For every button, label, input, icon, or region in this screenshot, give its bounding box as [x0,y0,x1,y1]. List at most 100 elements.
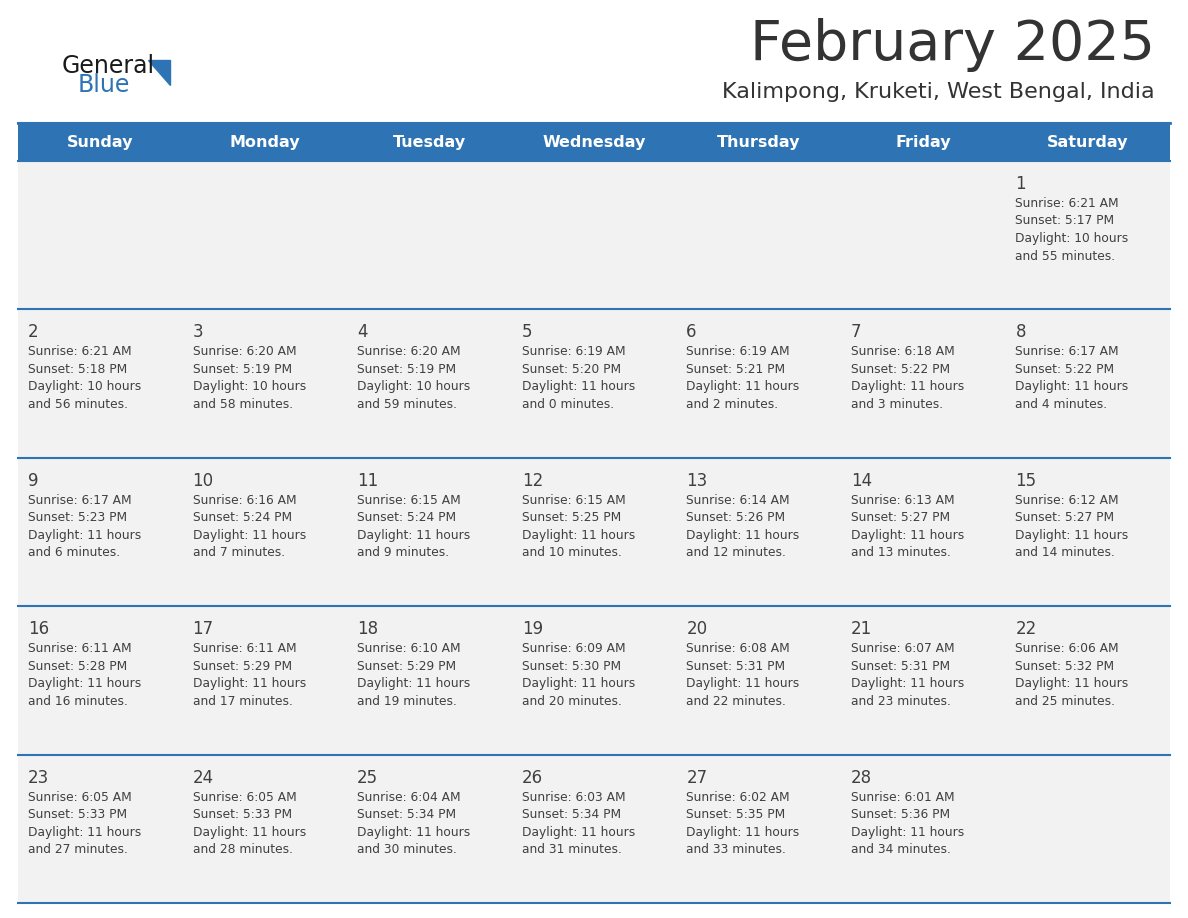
Bar [18,161,1170,309]
Text: Sunset: 5:20 PM: Sunset: 5:20 PM [522,363,621,375]
Text: Daylight: 10 hours: Daylight: 10 hours [29,380,141,394]
Text: 17: 17 [192,621,214,638]
Text: 24: 24 [192,768,214,787]
Text: Daylight: 11 hours: Daylight: 11 hours [522,677,634,690]
Text: 4: 4 [358,323,367,341]
Text: and 3 minutes.: and 3 minutes. [851,397,943,411]
Text: Daylight: 11 hours: Daylight: 11 hours [29,677,141,690]
Text: Sunrise: 6:21 AM: Sunrise: 6:21 AM [29,345,132,358]
Text: Sunrise: 6:16 AM: Sunrise: 6:16 AM [192,494,296,507]
Text: Sunrise: 6:09 AM: Sunrise: 6:09 AM [522,643,625,655]
Text: Sunrise: 6:10 AM: Sunrise: 6:10 AM [358,643,461,655]
Text: and 25 minutes.: and 25 minutes. [1016,695,1116,708]
Bar [18,458,1170,606]
Text: Sunset: 5:26 PM: Sunset: 5:26 PM [687,511,785,524]
Text: Sunset: 5:29 PM: Sunset: 5:29 PM [192,660,292,673]
Text: and 0 minutes.: and 0 minutes. [522,397,614,411]
Text: Sunset: 5:29 PM: Sunset: 5:29 PM [358,660,456,673]
Text: and 19 minutes.: and 19 minutes. [358,695,457,708]
Text: and 20 minutes.: and 20 minutes. [522,695,621,708]
Text: Daylight: 11 hours: Daylight: 11 hours [522,529,634,542]
Text: and 12 minutes.: and 12 minutes. [687,546,786,559]
Text: Sunset: 5:31 PM: Sunset: 5:31 PM [687,660,785,673]
Text: Sunday: Sunday [67,135,133,150]
Text: Sunrise: 6:06 AM: Sunrise: 6:06 AM [1016,643,1119,655]
Text: Sunset: 5:33 PM: Sunset: 5:33 PM [29,808,127,821]
Text: Sunset: 5:35 PM: Sunset: 5:35 PM [687,808,785,821]
Text: Daylight: 11 hours: Daylight: 11 hours [522,380,634,394]
Text: and 4 minutes.: and 4 minutes. [1016,397,1107,411]
Text: Sunrise: 6:19 AM: Sunrise: 6:19 AM [522,345,625,358]
Text: Daylight: 11 hours: Daylight: 11 hours [1016,677,1129,690]
Text: 11: 11 [358,472,379,490]
Text: Sunset: 5:27 PM: Sunset: 5:27 PM [1016,511,1114,524]
Text: 1: 1 [1016,175,1026,193]
Text: 14: 14 [851,472,872,490]
Polygon shape [148,60,170,85]
Text: 2: 2 [29,323,39,341]
Text: Daylight: 11 hours: Daylight: 11 hours [687,529,800,542]
Text: 20: 20 [687,621,707,638]
Text: 8: 8 [1016,323,1026,341]
Text: Daylight: 11 hours: Daylight: 11 hours [851,677,965,690]
Text: Sunrise: 6:13 AM: Sunrise: 6:13 AM [851,494,954,507]
Text: and 56 minutes.: and 56 minutes. [29,397,128,411]
Text: and 28 minutes.: and 28 minutes. [192,843,292,856]
Text: Daylight: 11 hours: Daylight: 11 hours [1016,529,1129,542]
Text: Sunset: 5:24 PM: Sunset: 5:24 PM [192,511,292,524]
Text: 10: 10 [192,472,214,490]
Text: Daylight: 11 hours: Daylight: 11 hours [687,677,800,690]
Text: 6: 6 [687,323,697,341]
Text: Sunset: 5:34 PM: Sunset: 5:34 PM [522,808,621,821]
Text: 12: 12 [522,472,543,490]
Text: Sunset: 5:22 PM: Sunset: 5:22 PM [851,363,950,375]
Text: Blue: Blue [78,73,131,97]
Text: General: General [62,54,156,78]
Text: Sunrise: 6:19 AM: Sunrise: 6:19 AM [687,345,790,358]
Text: 5: 5 [522,323,532,341]
Text: 9: 9 [29,472,38,490]
Text: Daylight: 11 hours: Daylight: 11 hours [358,529,470,542]
Text: Sunrise: 6:18 AM: Sunrise: 6:18 AM [851,345,955,358]
Text: Sunrise: 6:20 AM: Sunrise: 6:20 AM [192,345,296,358]
Text: 18: 18 [358,621,378,638]
Text: and 34 minutes.: and 34 minutes. [851,843,950,856]
Text: Sunrise: 6:11 AM: Sunrise: 6:11 AM [29,643,132,655]
Text: Thursday: Thursday [716,135,801,150]
Text: Daylight: 11 hours: Daylight: 11 hours [192,529,305,542]
Text: Sunrise: 6:04 AM: Sunrise: 6:04 AM [358,790,461,803]
Text: Tuesday: Tuesday [393,135,466,150]
Text: 15: 15 [1016,472,1037,490]
Text: and 17 minutes.: and 17 minutes. [192,695,292,708]
Bar [18,123,1170,161]
Text: Daylight: 11 hours: Daylight: 11 hours [687,825,800,839]
Text: and 31 minutes.: and 31 minutes. [522,843,621,856]
Text: Daylight: 11 hours: Daylight: 11 hours [29,825,141,839]
Text: Sunset: 5:36 PM: Sunset: 5:36 PM [851,808,950,821]
Text: and 55 minutes.: and 55 minutes. [1016,250,1116,263]
Text: 25: 25 [358,768,378,787]
Text: Monday: Monday [229,135,301,150]
Text: Daylight: 10 hours: Daylight: 10 hours [192,380,305,394]
Text: Sunset: 5:24 PM: Sunset: 5:24 PM [358,511,456,524]
Text: Daylight: 11 hours: Daylight: 11 hours [358,677,470,690]
Text: Sunset: 5:31 PM: Sunset: 5:31 PM [851,660,950,673]
Text: and 13 minutes.: and 13 minutes. [851,546,950,559]
Text: 23: 23 [29,768,49,787]
Text: Sunrise: 6:15 AM: Sunrise: 6:15 AM [522,494,625,507]
Text: Sunrise: 6:05 AM: Sunrise: 6:05 AM [29,790,132,803]
Text: and 9 minutes.: and 9 minutes. [358,546,449,559]
Bar [18,755,1170,903]
Text: Friday: Friday [896,135,950,150]
Text: 13: 13 [687,472,708,490]
Text: Sunset: 5:32 PM: Sunset: 5:32 PM [1016,660,1114,673]
Text: Sunset: 5:21 PM: Sunset: 5:21 PM [687,363,785,375]
Text: Sunset: 5:28 PM: Sunset: 5:28 PM [29,660,127,673]
Text: and 2 minutes.: and 2 minutes. [687,397,778,411]
Text: Daylight: 10 hours: Daylight: 10 hours [1016,232,1129,245]
Text: and 59 minutes.: and 59 minutes. [358,397,457,411]
Text: and 16 minutes.: and 16 minutes. [29,695,128,708]
Text: Daylight: 11 hours: Daylight: 11 hours [29,529,141,542]
Text: Saturday: Saturday [1047,135,1129,150]
Text: 22: 22 [1016,621,1037,638]
